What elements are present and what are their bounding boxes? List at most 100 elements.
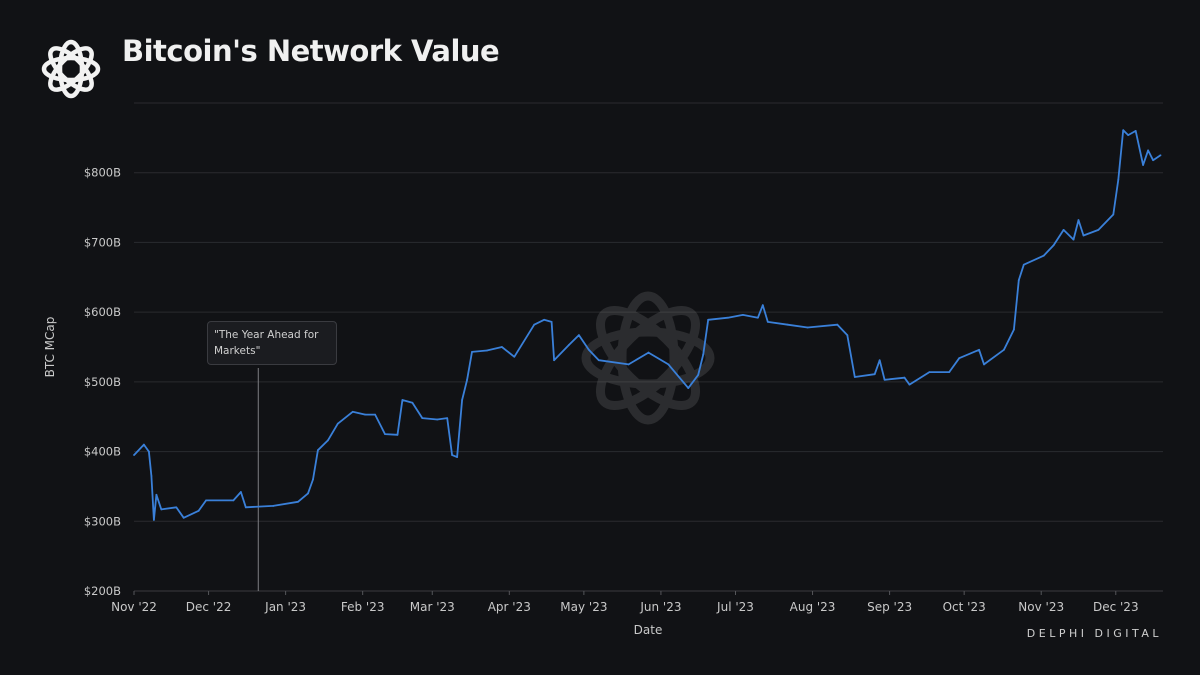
x-tick-label: Jul '23 (716, 600, 754, 614)
data-point (244, 506, 247, 509)
data-point (513, 355, 516, 358)
annotation-label: "The Year Ahead for Markets" (207, 321, 337, 365)
data-point (707, 318, 710, 321)
data-point (1122, 129, 1125, 132)
x-tick-label: Nov '22 (111, 600, 157, 614)
data-point (928, 371, 931, 373)
data-point (553, 359, 555, 362)
data-point (155, 493, 158, 496)
data-point (232, 499, 235, 502)
data-point (182, 516, 185, 519)
data-point (1072, 238, 1075, 241)
data-point (702, 353, 705, 356)
data-point (401, 399, 404, 401)
y-tick-label: $600B (84, 305, 121, 319)
data-point (1077, 219, 1080, 222)
data-point (766, 321, 769, 323)
data-point (307, 492, 309, 495)
data-point (297, 500, 299, 503)
data-point (786, 323, 789, 326)
data-point (317, 449, 319, 452)
data-point (461, 399, 463, 401)
y-tick-label: $500B (84, 375, 121, 389)
data-point (1134, 129, 1137, 132)
x-tick-label: Jan '23 (264, 600, 306, 614)
data-point (384, 433, 386, 436)
delphi-knot-watermark-icon (581, 291, 715, 425)
data-point (1042, 254, 1045, 257)
x-axis-label: Date (634, 623, 663, 637)
data-point (152, 518, 155, 521)
data-point (312, 478, 314, 481)
data-point (578, 334, 580, 337)
series-line-btc-mcap (133, 129, 1161, 521)
data-point (471, 350, 473, 353)
data-point (374, 413, 376, 416)
delphi-knot-logo-icon (41, 39, 101, 99)
data-point (421, 417, 424, 420)
data-point (272, 505, 275, 507)
data-point (533, 323, 536, 326)
data-point (627, 363, 630, 366)
data-point (1127, 134, 1130, 136)
data-point (1022, 263, 1025, 266)
data-point (550, 321, 553, 323)
data-point (500, 346, 503, 348)
x-tick-label: Apr '23 (488, 600, 531, 614)
data-point (568, 344, 570, 346)
data-point (697, 373, 700, 376)
series-points (133, 129, 1162, 521)
data-point (1017, 279, 1020, 281)
data-point (836, 323, 839, 326)
data-point (436, 418, 439, 421)
data-point (1152, 159, 1154, 162)
x-tick-label: Sep '23 (867, 600, 912, 614)
data-point (1117, 178, 1120, 181)
data-point (411, 401, 414, 404)
y-tick-label: $400B (84, 445, 121, 459)
data-point (687, 387, 690, 390)
y-tick-label: $300B (84, 514, 121, 528)
x-tick-label: May '23 (560, 600, 607, 614)
data-point (948, 371, 951, 373)
x-tick-label: Jun '23 (639, 600, 681, 614)
x-tick-label: Dec '23 (1093, 600, 1139, 614)
x-tick-label: Dec '22 (186, 600, 232, 614)
data-point (853, 376, 856, 378)
data-point (143, 443, 145, 446)
x-tick-label: Aug '23 (790, 600, 836, 614)
data-point (958, 357, 961, 360)
data-point (873, 373, 876, 376)
data-point (846, 334, 849, 337)
y-tick-label: $200B (84, 584, 121, 598)
data-point (908, 383, 911, 386)
gridlines (134, 102, 1163, 592)
data-point (1012, 328, 1015, 331)
data-point (133, 454, 135, 456)
data-point (983, 363, 985, 366)
y-tick-label: $800B (84, 166, 121, 180)
data-point (351, 410, 354, 413)
data-point (486, 349, 488, 352)
data-point (197, 509, 200, 512)
data-point (1003, 348, 1005, 351)
data-point (543, 318, 546, 321)
x-tick-label: Feb '23 (341, 600, 385, 614)
data-point (239, 491, 242, 493)
chart-title: Bitcoin's Network Value (122, 34, 500, 68)
data-point (396, 433, 399, 436)
data-point (727, 316, 729, 319)
x-tick-label: Oct '23 (943, 600, 986, 614)
data-point (1159, 154, 1162, 157)
data-point (326, 439, 329, 442)
data-point (878, 359, 881, 362)
data-point (597, 359, 600, 362)
data-point (1097, 228, 1100, 231)
data-point (806, 326, 809, 329)
data-point (761, 304, 764, 307)
data-point (150, 475, 153, 477)
data-point (205, 499, 207, 502)
data-point (175, 506, 178, 509)
y-axis-ticks: $200B $300B $400B $500B $600B $700B $800B (84, 166, 121, 598)
data-point (1112, 213, 1115, 216)
